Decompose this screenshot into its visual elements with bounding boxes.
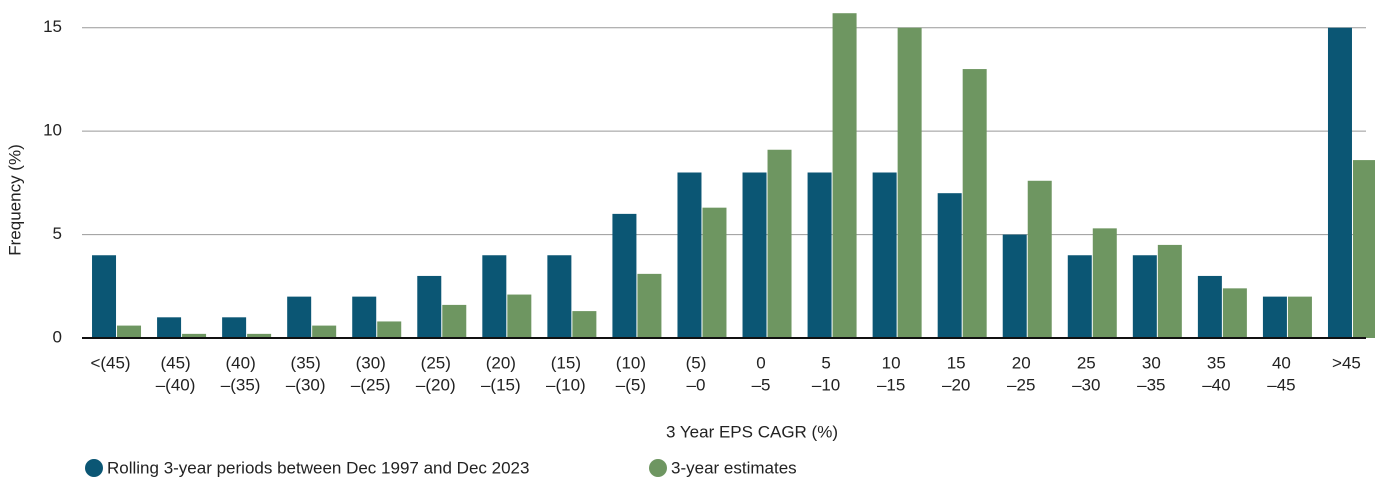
- x-tick-label: (25): [421, 353, 451, 372]
- bar: [117, 325, 142, 338]
- bar: [1092, 228, 1117, 338]
- bar: [482, 255, 507, 338]
- y-tick-label: 5: [53, 224, 62, 243]
- x-tick-label: 20: [1012, 353, 1031, 372]
- x-tick-label: (5): [686, 353, 707, 372]
- legend-swatch: [649, 459, 667, 477]
- x-tick-label: (20): [486, 353, 516, 372]
- bar: [157, 317, 182, 338]
- x-tick-label: –30: [1072, 375, 1100, 394]
- legend-label: Rolling 3-year periods between Dec 1997 …: [107, 458, 529, 477]
- bar: [572, 311, 597, 338]
- y-tick-label: 10: [43, 121, 62, 140]
- x-tick-label: –(25): [351, 375, 391, 394]
- x-tick-label: –5: [752, 375, 771, 394]
- y-axis-title: Frequency (%): [5, 144, 24, 255]
- bar: [1027, 180, 1052, 338]
- bar: [677, 172, 702, 338]
- bar: [182, 333, 207, 338]
- bar: [287, 296, 312, 338]
- bar: [832, 13, 857, 339]
- bar: [962, 69, 987, 338]
- x-tick-label: –15: [877, 375, 905, 394]
- x-tick-label: –35: [1137, 375, 1165, 394]
- bar: [417, 275, 442, 338]
- x-tick-label: <(45): [90, 353, 130, 372]
- y-tick-label: 0: [53, 327, 62, 346]
- x-tick-label: 10: [882, 353, 901, 372]
- y-tick-label: 15: [43, 17, 62, 36]
- x-tick-label: 25: [1077, 353, 1096, 372]
- x-tick-label: (30): [356, 353, 386, 372]
- bar: [247, 333, 272, 338]
- x-tick-label: –(20): [416, 375, 456, 394]
- bar: [92, 255, 117, 338]
- x-tick-label: (35): [291, 353, 321, 372]
- bar: [702, 207, 727, 338]
- x-tick-label: 35: [1207, 353, 1226, 372]
- bar: [742, 172, 767, 338]
- x-tick-label: –(35): [221, 375, 261, 394]
- bar: [222, 317, 247, 338]
- x-tick-label: –(30): [286, 375, 326, 394]
- bar: [1327, 27, 1352, 338]
- bar: [937, 193, 962, 338]
- x-tick-label: –20: [942, 375, 970, 394]
- x-tick-label: –0: [687, 375, 706, 394]
- x-tick-label: (10): [616, 353, 646, 372]
- x-tick-label: –25: [1007, 375, 1035, 394]
- bar: [637, 273, 662, 338]
- x-tick-label: 15: [947, 353, 966, 372]
- bar: [377, 321, 402, 338]
- x-tick-label: (15): [551, 353, 581, 372]
- x-tick-label: –(15): [481, 375, 521, 394]
- x-tick-label: –(40): [156, 375, 196, 394]
- bar: [1132, 255, 1157, 338]
- x-tick-label: 5: [821, 353, 830, 372]
- x-tick-label: –(10): [546, 375, 586, 394]
- x-tick-label: 40: [1272, 353, 1291, 372]
- bar: [507, 294, 532, 338]
- bar: [1197, 275, 1222, 338]
- x-tick-label: –(5): [616, 375, 646, 394]
- bar: [352, 296, 377, 338]
- x-tick-label: –45: [1267, 375, 1295, 394]
- x-tick-label: 30: [1142, 353, 1161, 372]
- bar: [442, 304, 467, 338]
- bar: [1002, 234, 1027, 338]
- bar: [1157, 244, 1182, 338]
- bar: [1352, 160, 1375, 338]
- x-tick-label: (45): [160, 353, 190, 372]
- bar: [612, 213, 637, 338]
- bar: [897, 27, 922, 338]
- x-axis-title: 3 Year EPS CAGR (%): [666, 422, 838, 441]
- x-tick-label: (40): [226, 353, 256, 372]
- bar: [1262, 296, 1287, 338]
- x-tick-label: –40: [1202, 375, 1230, 394]
- bar: [1067, 255, 1092, 338]
- bar: [872, 172, 897, 338]
- legend-swatch: [85, 459, 103, 477]
- bar: [1222, 288, 1247, 338]
- bar: [807, 172, 832, 338]
- bar: [312, 325, 337, 338]
- x-tick-label: –10: [812, 375, 840, 394]
- x-tick-label: >45: [1332, 353, 1361, 372]
- bar: [547, 255, 572, 338]
- legend-label: 3-year estimates: [671, 458, 797, 477]
- x-tick-label: 0: [756, 353, 765, 372]
- bar: [1287, 296, 1312, 338]
- bar: [767, 149, 792, 338]
